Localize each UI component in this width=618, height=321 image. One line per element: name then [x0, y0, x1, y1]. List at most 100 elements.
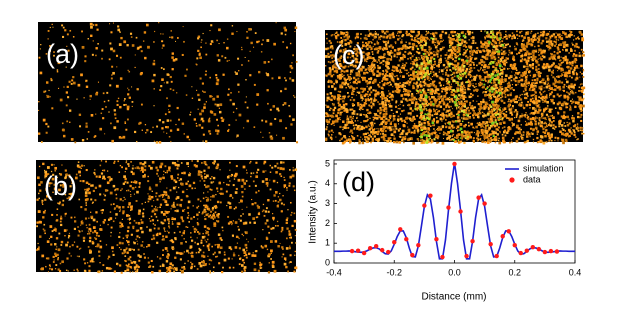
- speckle: [234, 172, 238, 176]
- speckle: [261, 180, 265, 183]
- speckle: [147, 175, 149, 178]
- speckle: [346, 56, 349, 59]
- speckle: [199, 248, 202, 252]
- speckle: [404, 54, 406, 57]
- speckle: [488, 40, 490, 42]
- speckle: [90, 25, 93, 29]
- speckle: [95, 54, 97, 57]
- speckle: [484, 41, 487, 44]
- speckle: [196, 268, 199, 270]
- speckle: [560, 103, 562, 105]
- speckle: [122, 210, 125, 213]
- speckle: [124, 198, 126, 200]
- speckle: [471, 84, 473, 86]
- speckle: [248, 185, 251, 187]
- speckle: [543, 99, 545, 102]
- speckle: [463, 115, 465, 117]
- speckle: [217, 216, 220, 219]
- speckle: [115, 84, 119, 88]
- speckle: [389, 137, 392, 139]
- speckle: [535, 107, 537, 109]
- speckle: [373, 58, 376, 61]
- speckle: [460, 102, 464, 106]
- speckle: [179, 203, 182, 207]
- speckle: [353, 94, 355, 96]
- speckle: [99, 127, 103, 131]
- speckle: [451, 115, 454, 118]
- speckle: [85, 125, 88, 128]
- speckle: [349, 45, 352, 48]
- speckle: [486, 136, 489, 139]
- speckle: [451, 113, 453, 115]
- speckle: [388, 45, 391, 48]
- speckle: [250, 175, 252, 178]
- speckle: [378, 85, 381, 88]
- speckle: [521, 93, 523, 96]
- speckle: [53, 259, 55, 261]
- speckle: [210, 210, 213, 213]
- speckle: [385, 30, 388, 33]
- speckle: [65, 173, 68, 176]
- speckle: [213, 205, 216, 208]
- speckle: [475, 85, 477, 88]
- speckle: [504, 44, 507, 46]
- speckle: [222, 229, 224, 232]
- speckle: [457, 41, 460, 44]
- speckle: [177, 160, 179, 162]
- speckle: [543, 49, 546, 52]
- speckle: [442, 108, 446, 111]
- speckle: [411, 60, 413, 63]
- speckle: [133, 130, 137, 134]
- speckle: [352, 122, 355, 124]
- speckle: [151, 271, 154, 274]
- speckle: [451, 30, 454, 34]
- speckle: [221, 192, 224, 195]
- speckle: [51, 177, 55, 181]
- speckle: [397, 108, 399, 110]
- speckle: [463, 91, 467, 94]
- speckle: [373, 128, 376, 130]
- speckle: [574, 136, 577, 138]
- speckle: [427, 88, 430, 92]
- speckle: [337, 90, 340, 93]
- speckle: [531, 67, 534, 70]
- speckle: [45, 257, 48, 260]
- speckle: [163, 193, 166, 195]
- speckle: [497, 52, 501, 56]
- speckle: [171, 264, 174, 267]
- speckle: [399, 113, 402, 115]
- speckle: [197, 198, 200, 201]
- speckle: [354, 50, 356, 53]
- speckle: [198, 211, 201, 214]
- speckle: [327, 134, 330, 137]
- speckle: [213, 216, 216, 219]
- speckle: [469, 66, 473, 70]
- speckle: [355, 72, 359, 75]
- speckle: [171, 216, 174, 219]
- speckle: [329, 46, 332, 48]
- speckle: [294, 168, 298, 171]
- speckle: [295, 242, 297, 244]
- speckle: [364, 76, 367, 79]
- speckle: [216, 129, 220, 133]
- speckle: [501, 81, 504, 84]
- speckle: [448, 35, 450, 37]
- speckle: [38, 192, 40, 195]
- speckle: [485, 131, 488, 135]
- speckle: [207, 185, 210, 188]
- speckle: [124, 121, 126, 123]
- speckle: [529, 74, 532, 77]
- speckle: [420, 97, 423, 100]
- speckle: [166, 126, 169, 129]
- speckle: [138, 122, 141, 125]
- speckle: [391, 33, 395, 36]
- speckle: [67, 270, 69, 272]
- speckle: [420, 126, 423, 129]
- speckle: [63, 229, 67, 232]
- speckle: [128, 217, 132, 220]
- speckle: [357, 103, 360, 107]
- speckle: [395, 101, 397, 104]
- speckle: [430, 100, 433, 104]
- speckle: [199, 264, 203, 268]
- speckle: [120, 223, 124, 226]
